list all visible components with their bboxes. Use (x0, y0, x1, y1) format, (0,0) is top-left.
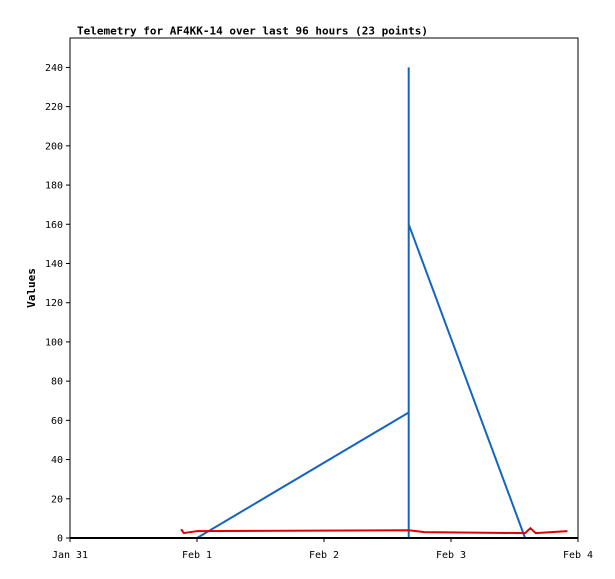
y-tick-label: 0 (57, 534, 63, 545)
y-tick-label: 120 (45, 298, 63, 309)
y-tick-label: 80 (51, 377, 63, 388)
y-tick-label: 160 (45, 220, 63, 231)
x-tick-label: Feb 3 (436, 550, 466, 561)
y-tick-label: 40 (51, 455, 63, 466)
y-tick-label: 60 (51, 416, 63, 427)
chart-title: Telemetry for AF4KK-14 over last 96 hour… (77, 25, 428, 38)
y-tick-label: 220 (45, 102, 63, 113)
y-axis-label: Values (25, 268, 38, 308)
y-tick-label: 140 (45, 259, 63, 270)
y-tick-label: 240 (45, 63, 63, 74)
y-tick-label: 200 (45, 141, 63, 152)
series-layer (70, 67, 578, 539)
y-tick-label: 100 (45, 337, 63, 348)
x-axis: Jan 31 Feb 1 Feb 2 Feb 3 Feb 4 (52, 538, 593, 561)
y-tick-label: 20 (51, 494, 63, 505)
series-line-1 (196, 67, 527, 539)
x-tick-label: Feb 2 (309, 550, 339, 561)
series-line-2 (180, 526, 568, 535)
x-tick-label: Feb 1 (182, 550, 212, 561)
y-tick-label: 180 (45, 181, 63, 192)
y-axis: 0 20 40 60 80 100 120 140 160 180 200 220 240 (45, 63, 70, 545)
x-tick-label: Jan 31 (52, 550, 88, 561)
x-tick-label: Feb 4 (563, 550, 593, 561)
